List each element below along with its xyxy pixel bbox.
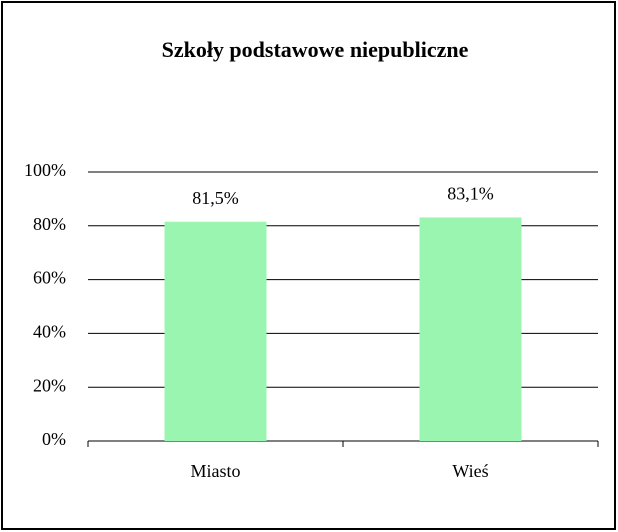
chart-title: Szkoły podstawowe niepubliczne [162, 37, 469, 62]
value-label: 83,1% [447, 184, 494, 204]
value-label: 81,5% [192, 188, 239, 208]
y-tick-label: 60% [33, 268, 66, 288]
y-tick-label: 100% [24, 160, 66, 180]
x-tick-label: Wieś [452, 461, 488, 481]
y-tick-label: 80% [33, 214, 66, 234]
y-tick-label: 20% [33, 375, 66, 395]
y-tick-label: 0% [42, 429, 66, 449]
bar [164, 221, 267, 441]
x-tick-label: Miasto [190, 461, 240, 481]
y-tick-label: 40% [33, 322, 66, 342]
bar [419, 217, 522, 441]
